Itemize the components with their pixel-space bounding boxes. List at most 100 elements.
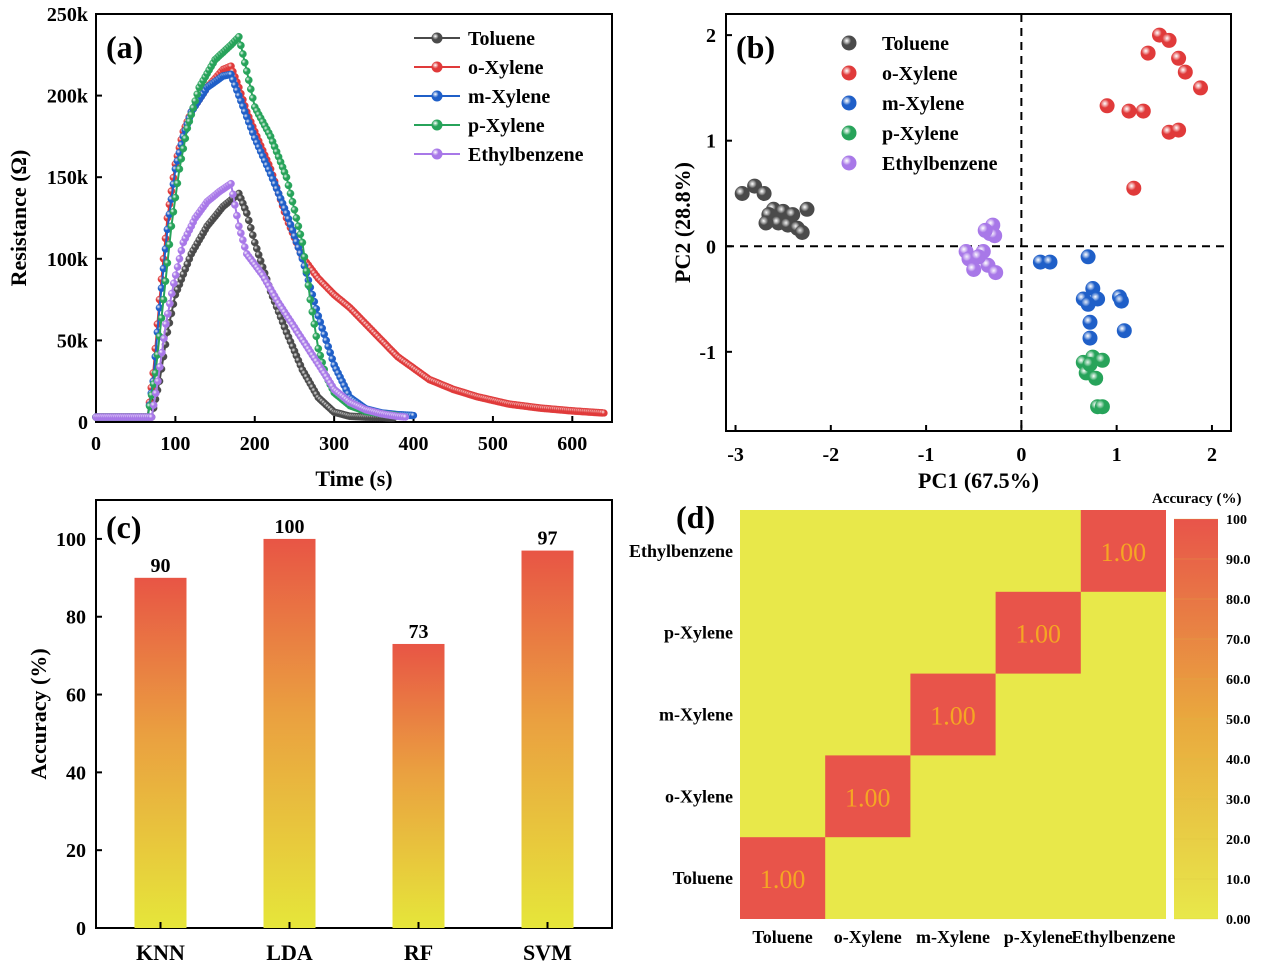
legend-label: Ethylbenzene <box>882 153 998 175</box>
y-tick-label: m-Xylene <box>659 705 733 725</box>
series-markers <box>92 179 410 421</box>
data-point <box>1135 103 1151 119</box>
colorbar-tick-label: 80.0 <box>1226 593 1251 608</box>
data-point <box>231 201 239 209</box>
series-points <box>1032 249 1132 346</box>
y-tick-label: 100k <box>47 249 89 271</box>
data-point <box>185 117 194 126</box>
data-point <box>1113 293 1129 309</box>
data-point <box>233 211 241 220</box>
data-point <box>977 222 993 238</box>
data-point <box>1094 399 1110 415</box>
x-tick-label: Ethylbenzene <box>1071 927 1175 947</box>
legend-marker <box>431 119 443 131</box>
x-tick-label: 500 <box>478 433 508 455</box>
legend-label: o-Xylene <box>882 63 958 85</box>
data-point <box>235 222 243 230</box>
data-point <box>242 209 251 217</box>
legend-label: o-Xylene <box>468 57 544 79</box>
colorbar-tick-label: 70.0 <box>1226 633 1251 648</box>
data-point <box>193 90 201 98</box>
bar-value-label: 90 <box>151 555 171 577</box>
panel-c-accuracy-bar-chart: 0 20 40 60 80 100 Accuracy (%) (c) 90 KNN 100 LDA 73… <box>26 499 613 965</box>
x-tick-label: 100 <box>160 433 190 455</box>
data-point <box>165 299 174 308</box>
y-tick-label: Toluene <box>673 868 733 888</box>
bar-value-label: 100 <box>275 516 305 538</box>
heatmap-cell-diagonal <box>740 837 826 919</box>
x-tick-label: KNN <box>136 940 185 965</box>
data-point <box>1161 32 1177 48</box>
bar <box>263 538 316 928</box>
plot-frame <box>95 499 613 929</box>
y-axis-label: Resistance (Ω) <box>6 150 31 287</box>
data-point <box>298 238 307 247</box>
data-point <box>239 50 247 58</box>
colorbar-tick-label: 20.0 <box>1226 833 1251 848</box>
panel-label: (a) <box>106 29 143 65</box>
data-point <box>161 277 170 286</box>
data-point <box>246 223 255 232</box>
data-point <box>177 154 186 163</box>
legend-marker <box>431 32 443 44</box>
data-point <box>756 186 772 201</box>
data-point <box>304 281 313 290</box>
bar <box>521 550 574 928</box>
data-point <box>237 229 245 237</box>
x-tick-label: Toluene <box>752 927 812 947</box>
bar-value-label: 73 <box>409 621 429 643</box>
bar <box>392 643 445 928</box>
bar-value-label: 97 <box>538 528 558 550</box>
y-tick-label: 2 <box>706 25 716 47</box>
data-point <box>302 267 311 275</box>
data-point <box>308 307 317 316</box>
data-point <box>292 214 301 222</box>
y-tick-label: 80 <box>66 607 86 629</box>
data-point <box>1080 296 1096 312</box>
panel-a-resistance-chart: 0 100 200 300 400 500 600 0 50k 100k 150k 200k 250k T… <box>6 4 613 491</box>
y-tick-label: 100 <box>56 529 86 551</box>
data-point <box>1171 122 1187 138</box>
legend-label: Toluene <box>468 28 535 50</box>
data-point <box>173 179 182 188</box>
heatmap-cell-value: 1.00 <box>930 702 976 731</box>
data-point <box>799 201 815 217</box>
data-point <box>246 85 255 93</box>
data-point <box>191 97 199 105</box>
data-point <box>171 193 180 202</box>
heatmap-cell-value: 1.00 <box>760 865 806 894</box>
data-point <box>1082 357 1098 372</box>
data-point <box>160 334 168 343</box>
series-points <box>958 217 1004 281</box>
data-point <box>300 252 309 261</box>
data-point <box>157 314 166 322</box>
panel-label: (c) <box>106 509 142 545</box>
panel-b-pca-chart: -3 -2 -1 0 1 2 -1 0 1 2 PC1 (67.5%) PC2 (28.8%) (b) T… <box>670 13 1232 493</box>
x-tick-label: m-Xylene <box>916 927 990 947</box>
y-tick-label: 40 <box>66 762 86 784</box>
data-point <box>179 144 188 153</box>
data-point <box>402 413 410 421</box>
data-point <box>237 41 245 50</box>
plot-frame <box>95 13 613 423</box>
data-point <box>177 246 186 255</box>
data-point <box>169 208 178 216</box>
heatmap-cell-diagonal <box>910 673 996 756</box>
data-point <box>282 173 291 181</box>
y-axis-label: Accuracy (%) <box>26 648 51 779</box>
data-point <box>1094 352 1110 368</box>
data-point <box>409 411 418 420</box>
data-point <box>248 94 257 102</box>
data-point <box>296 230 305 239</box>
legend-label: m-Xylene <box>882 93 964 115</box>
colorbar-tick-label: 10.0 <box>1226 873 1251 888</box>
data-point <box>312 332 321 341</box>
x-axis-label: Time (s) <box>315 466 392 491</box>
heatmap-cell-value: 1.00 <box>1101 538 1147 567</box>
x-tick-label: 0 <box>1016 444 1026 466</box>
data-point <box>159 295 168 304</box>
panel-label: (b) <box>736 29 775 65</box>
heatmap-cell-diagonal <box>1080 510 1166 592</box>
data-point <box>151 389 160 398</box>
data-point <box>1193 80 1208 96</box>
